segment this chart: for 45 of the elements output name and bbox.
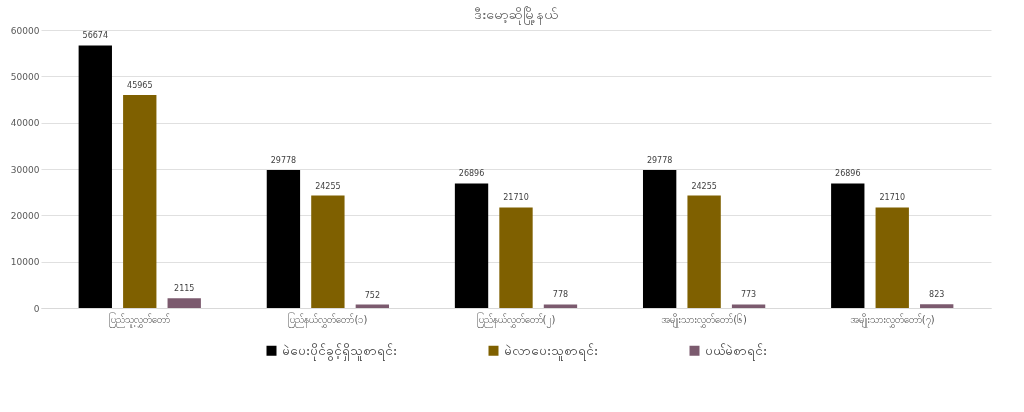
legend-label: မဲလာပေးသူစာရင်း (504, 342, 598, 361)
y-tick-label: 60000 (10, 25, 40, 36)
y-tick-label: 10000 (10, 257, 40, 268)
bar (875, 207, 909, 308)
bar (123, 95, 157, 308)
data-label: 26896 (458, 169, 485, 179)
bar (266, 170, 301, 308)
bar (499, 207, 533, 308)
data-label: 45965 (127, 81, 153, 91)
data-label: 24255 (315, 181, 341, 191)
bar (543, 304, 578, 308)
x-tick-label: ပြည်သူ့လွှတ်တော် (109, 311, 171, 328)
y-tick-label: 50000 (10, 71, 40, 82)
data-label: 21710 (879, 193, 905, 203)
data-label: 773 (740, 290, 757, 300)
data-label: 2115 (174, 284, 195, 294)
bar (687, 195, 721, 308)
data-label: 29778 (270, 156, 297, 166)
data-label: 24255 (691, 181, 717, 191)
data-label: 21710 (503, 193, 529, 203)
data-label: 26896 (835, 169, 861, 179)
bar (731, 304, 766, 308)
bar (642, 170, 677, 308)
x-tick-label: အမျိုးသားလွှတ်တော်(၇) (849, 312, 935, 328)
x-tick-label: အမျိုးသားလွှတ်တော်(၆) (661, 312, 748, 328)
data-label: 778 (552, 290, 569, 300)
y-tick-label: 40000 (10, 118, 40, 129)
bar (831, 183, 865, 308)
x-tick-label: ပြည်နယ်လွှတ်တော်(၂) (476, 311, 556, 328)
y-tick-label: 0 (33, 303, 40, 314)
y-tick-label: 30000 (10, 164, 40, 175)
bar (920, 304, 954, 308)
data-label: 56674 (82, 31, 109, 41)
bar (78, 45, 112, 308)
legend-label: မဲပေးပိုင်ခွင့်ရှိသူစာရင်း (282, 342, 397, 361)
data-label: 29778 (646, 156, 673, 166)
data-label: 823 (929, 290, 945, 300)
legend-label: ပယ်မဲစာရင်း (705, 342, 767, 361)
x-tick-label: ပြည်နယ်လွှတ်တော်(၁) (288, 311, 368, 328)
bar (167, 298, 201, 308)
bar (454, 183, 489, 308)
bar (311, 195, 345, 308)
y-tick-label: 20000 (10, 210, 40, 221)
data-label: 752 (364, 290, 380, 300)
chart-title: ဒီးမော့ဆိုမြို့နယ် (474, 6, 558, 25)
